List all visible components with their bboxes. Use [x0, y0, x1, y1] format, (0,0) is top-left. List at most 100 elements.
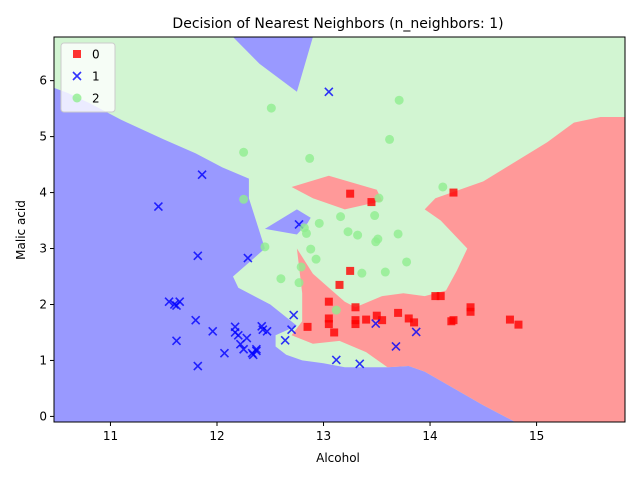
point-class-0-5: [335, 280, 344, 289]
point-class-0-16: [404, 314, 413, 323]
legend: 0 1 2: [60, 42, 116, 113]
point-class-2-25: [438, 182, 448, 192]
point-class-1-25: [262, 326, 272, 336]
point-class-1-21: [251, 344, 261, 354]
legend-box: [60, 42, 116, 113]
point-class-2-14: [343, 227, 353, 237]
point-class-0-0: [303, 322, 312, 331]
point-class-0-18: [431, 292, 440, 301]
point-class-2-6: [296, 262, 306, 272]
point-class-1-34: [391, 341, 401, 352]
point-class-0-2: [330, 328, 339, 337]
point-class-2-20: [380, 267, 390, 277]
y-tick-label-2: 2: [39, 297, 47, 311]
point-class-2-9: [305, 153, 315, 163]
point-class-2-12: [314, 218, 324, 228]
region-class-1-2: [264, 209, 311, 235]
region-class-1-0: [54, 87, 516, 422]
legend-label-0: 0: [92, 48, 100, 62]
point-class-0-13: [372, 311, 381, 320]
legend-marker-2: [72, 93, 82, 103]
y-tick-label-6: 6: [39, 74, 47, 88]
x-axis: 11 12 13 14 15: [103, 422, 544, 443]
point-class-1-7: [193, 251, 203, 261]
point-class-1-10: [208, 326, 218, 336]
point-class-2-10: [306, 244, 316, 254]
point-class-0-7: [346, 189, 355, 198]
point-class-2-3: [266, 103, 276, 113]
point-class-1-30: [324, 87, 334, 97]
legend-label-1: 1: [92, 70, 100, 84]
region-class-0-3: [291, 117, 625, 422]
point-class-2-21: [385, 134, 395, 144]
point-class-2-1: [239, 194, 249, 204]
y-tick-label-3: 3: [39, 242, 47, 256]
point-class-2-22: [393, 229, 403, 239]
point-class-2-2: [260, 242, 270, 252]
point-class-1-16: [239, 344, 249, 354]
point-class-1-33: [371, 318, 381, 329]
point-class-2-8: [301, 228, 311, 238]
x-tick-label-2: 13: [316, 429, 331, 443]
point-class-2-0: [239, 147, 249, 157]
data-points: [153, 87, 523, 371]
point-class-2-27: [374, 193, 384, 203]
decision-regions: [54, 37, 625, 422]
point-class-1-22: [251, 346, 261, 356]
point-class-1-31: [331, 355, 341, 365]
point-class-1-32: [355, 359, 365, 369]
y-tick-label-5: 5: [39, 130, 47, 144]
y-tick-label-0: 0: [39, 409, 47, 423]
point-class-0-10: [351, 303, 360, 312]
point-class-0-11: [362, 315, 371, 324]
region-class-1-1: [233, 37, 313, 92]
point-class-1-17: [242, 333, 252, 343]
point-class-0-4: [324, 314, 333, 323]
point-class-0-23: [466, 303, 475, 312]
point-class-1-0: [153, 201, 163, 212]
point-class-1-8: [193, 361, 203, 371]
y-axis: 0 1 2 3 4 5 6: [39, 74, 54, 423]
point-class-2-11: [311, 254, 321, 264]
y-tick-label-4: 4: [39, 186, 47, 200]
point-class-1-18: [243, 253, 253, 263]
point-class-0-17: [410, 318, 419, 327]
x-tick-label-3: 14: [422, 429, 437, 443]
point-class-2-4: [276, 274, 286, 284]
x-tick-label-0: 11: [103, 429, 118, 443]
point-class-2-24: [402, 257, 412, 267]
point-class-2-5: [294, 278, 304, 288]
point-class-2-17: [370, 211, 380, 221]
point-class-0-25: [505, 315, 514, 324]
point-class-2-15: [353, 230, 363, 240]
point-class-0-26: [514, 320, 523, 329]
point-class-1-11: [219, 348, 230, 358]
x-axis-label: Alcohol: [316, 451, 360, 465]
point-class-0-14: [378, 316, 387, 325]
point-class-1-27: [286, 325, 297, 335]
point-class-1-28: [289, 310, 299, 320]
point-class-1-1: [164, 297, 174, 307]
point-class-1-5: [175, 297, 185, 307]
point-class-1-9: [197, 170, 207, 180]
x-tick-label-4: 15: [529, 429, 544, 443]
point-class-0-1: [324, 297, 333, 306]
chart-title: Decision of Nearest Neighbors (n_neighbo…: [172, 16, 503, 32]
point-class-2-19: [373, 234, 383, 244]
point-class-1-6: [191, 315, 201, 325]
legend-marker-0: [73, 50, 81, 58]
region-class-0-4: [291, 175, 383, 210]
y-axis-label: Malic acid: [14, 200, 28, 260]
point-class-2-16: [357, 268, 367, 278]
point-class-0-15: [394, 308, 403, 317]
point-class-2-26: [331, 305, 341, 315]
point-class-1-26: [280, 335, 290, 345]
legend-label-2: 2: [92, 92, 100, 106]
point-class-1-35: [411, 327, 421, 337]
point-class-0-6: [346, 266, 355, 275]
point-class-0-9: [351, 316, 360, 325]
point-class-0-22: [449, 188, 458, 197]
point-class-0-21: [449, 316, 458, 325]
point-class-2-13: [336, 212, 346, 222]
point-class-0-24: [466, 307, 475, 316]
